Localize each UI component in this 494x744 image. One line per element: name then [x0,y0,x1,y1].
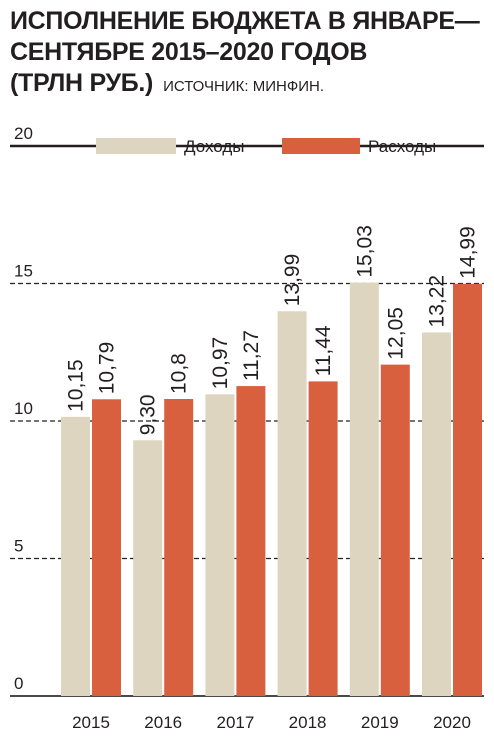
legend-swatch-1 [96,138,176,154]
legend-label-2: Расходы [368,137,436,156]
x-tick-label-2019: 2019 [361,713,399,732]
data-label-2019-expense: 12,05 [384,307,407,360]
y-tick-label-15: 15 [14,262,33,281]
bar-2015-expense [92,399,121,696]
legend: Доходы Расходы [96,137,436,156]
bar-2020-expense [453,283,482,696]
x-tick-label-2018: 2018 [289,713,327,732]
y-tick-label-10: 10 [14,399,33,418]
bar-2019-income [349,282,379,696]
x-tick-label-2020: 2020 [433,713,471,732]
x-tick-label-2017: 2017 [216,713,254,732]
legend-label-1: Доходы [184,137,245,156]
x-tick-label-2015: 2015 [72,713,110,732]
bar-2015-income [61,416,90,696]
data-label-2015-expense: 10,79 [96,342,119,395]
data-labels-layer: 10,15 10,79 9,30 10,8 10,97 11,27 13,99 11,44 15… [65,225,480,435]
data-label-2020-expense: 14,99 [457,226,480,279]
x-tick-label-2016: 2016 [144,713,182,732]
x-axis: 2015 2016 2017 2018 2019 2020 [72,713,471,732]
bar-2018-expense [308,381,338,696]
title-line-2: СЕНТЯБРЕ 2015–2020 ГОДОВ [10,38,368,66]
title-line-3: (ТРЛН РУБ.) ИСТОЧНИК: МИНФИН. [10,68,490,102]
data-label-2016-income: 9,30 [137,394,160,435]
chart-title: ИСПОЛНЕНИЕ БЮДЖЕТА В ЯНВАРЕ— СЕНТЯБРЕ 20… [10,6,490,102]
title-line-1: ИСПОЛНЕНИЕ БЮДЖЕТА В ЯНВАРЕ— [10,7,480,35]
bar-2016-income [133,440,163,696]
y-tick-label-0: 0 [14,674,23,693]
bar-2019-expense [380,364,410,696]
bar-2016-expense [164,399,194,696]
data-label-2018-expense: 11,44 [312,325,335,376]
source-note: ИСТОЧНИК: МИНФИН. [163,78,324,95]
bar-2020-income [422,332,451,696]
title-line-3-text: (ТРЛН РУБ.) [10,69,154,97]
bar-2017-income [205,394,235,696]
data-label-2018-income: 13,99 [281,254,304,307]
data-label-2016-expense: 10,8 [168,353,191,394]
y-tick-label-20: 20 [14,124,33,143]
bars-layer [61,282,482,696]
data-label-2019-income: 15,03 [353,225,376,278]
data-label-2015-income: 10,15 [65,359,88,412]
bar-2017-expense [236,386,266,696]
data-label-2017-income: 10,97 [209,337,232,390]
data-label-2017-expense: 11,27 [240,330,263,381]
legend-swatch-2 [282,138,360,154]
data-label-2020-income: 13,22 [426,275,449,328]
y-tick-label-5: 5 [14,537,23,556]
bar-2018-income [277,311,307,696]
